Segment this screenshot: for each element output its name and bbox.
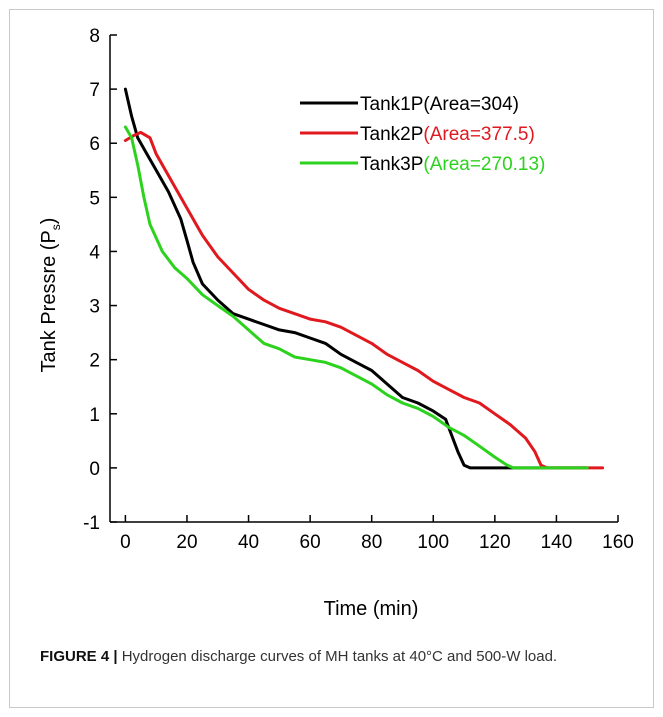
- x-tick-label: 80: [361, 532, 382, 553]
- plot-frame: [109, 35, 618, 523]
- legend-area-label: (Area=377.5): [423, 124, 534, 145]
- figure-caption: FIGURE 4 | Hydrogen discharge curves of …: [40, 645, 640, 669]
- legend-label: Tank3P(Area=270.13): [360, 154, 545, 175]
- y-tick-label: 5: [89, 188, 100, 209]
- y-tick-label: 3: [89, 297, 100, 318]
- caption-label: FIGURE 4 |: [40, 648, 118, 665]
- y-axis-title: Tank Pressre (Ps): [38, 218, 63, 373]
- x-tick-label: 120: [479, 532, 511, 553]
- y-tick-label: 2: [89, 351, 100, 372]
- x-ticks: 0 20 40 60 80 100 120 140 160: [120, 515, 634, 553]
- y-tick-label: 6: [89, 134, 100, 155]
- y-axis-title-close: ): [38, 218, 60, 225]
- x-axis-title: Time (min): [324, 598, 419, 620]
- y-tick-label: 8: [89, 26, 100, 47]
- legend-series-name: Tank2P: [360, 124, 423, 145]
- caption-text: Hydrogen discharge curves of MH tanks at…: [121, 648, 558, 665]
- figure-frame: -1 0 1 2 3 4 5 6 7 8 0 20 40 60 80 100 120 140 160 Time (…: [9, 9, 654, 708]
- y-tick-label: -1: [83, 513, 100, 534]
- series-line-tank1p: [123, 87, 589, 470]
- x-tick-label: 20: [176, 532, 197, 553]
- series-lines: [123, 87, 605, 470]
- legend-series-name: Tank3P: [360, 154, 423, 175]
- x-tick-label: 0: [120, 532, 131, 553]
- legend: Tank1P(Area=304)Tank2P(Area=377.5)Tank3P…: [300, 94, 545, 175]
- x-tick-label: 160: [602, 532, 634, 553]
- x-tick-label: 40: [238, 532, 259, 553]
- y-ticks: -1 0 1 2 3 4 5 6 7 8: [83, 26, 117, 534]
- x-tick-label: 140: [541, 532, 573, 553]
- legend-area-label: (Area=304): [423, 94, 519, 115]
- x-tick-label: 60: [300, 532, 321, 553]
- y-axis-title-subscript: s: [49, 224, 63, 230]
- x-tick-label: 100: [417, 532, 449, 553]
- series-line-tank2p: [123, 130, 605, 470]
- y-tick-label: 1: [89, 405, 100, 426]
- chart: -1 0 1 2 3 4 5 6 7 8 0 20 40 60 80 100 120 140 160 Time (…: [38, 26, 634, 620]
- y-tick-label: 4: [89, 242, 100, 263]
- legend-label: Tank2P(Area=377.5): [360, 124, 535, 145]
- y-axis-title-main: Tank Pressre (P: [38, 230, 60, 372]
- legend-series-name: Tank1P: [360, 94, 423, 115]
- y-tick-label: 7: [89, 80, 100, 101]
- series-line-tank3p: [123, 125, 589, 470]
- legend-label: Tank1P(Area=304): [360, 94, 519, 115]
- y-tick-label: 0: [89, 459, 100, 480]
- legend-area-label: (Area=270.13): [423, 154, 545, 175]
